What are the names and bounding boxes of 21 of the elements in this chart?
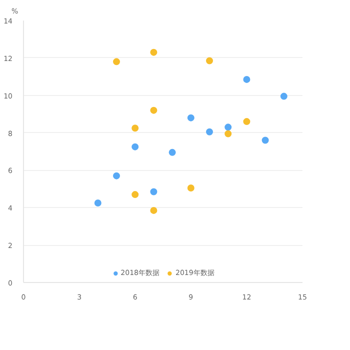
- point: [150, 188, 158, 196]
- point: [243, 76, 250, 83]
- point: [113, 58, 120, 66]
- point: [132, 191, 139, 198]
- point: [150, 48, 158, 56]
- point: [132, 124, 139, 132]
- point: [206, 57, 213, 64]
- point: [187, 184, 194, 192]
- point: [150, 206, 158, 214]
- point: [262, 136, 269, 144]
- point: [94, 199, 102, 206]
- point: [113, 172, 120, 180]
- point: [243, 118, 250, 126]
- point: [280, 92, 288, 100]
- point: [224, 124, 232, 131]
- point: [132, 143, 139, 150]
- point: [168, 148, 176, 156]
- point: [150, 106, 158, 114]
- point: [206, 128, 213, 136]
- point: [224, 130, 232, 138]
- point: [187, 114, 194, 122]
